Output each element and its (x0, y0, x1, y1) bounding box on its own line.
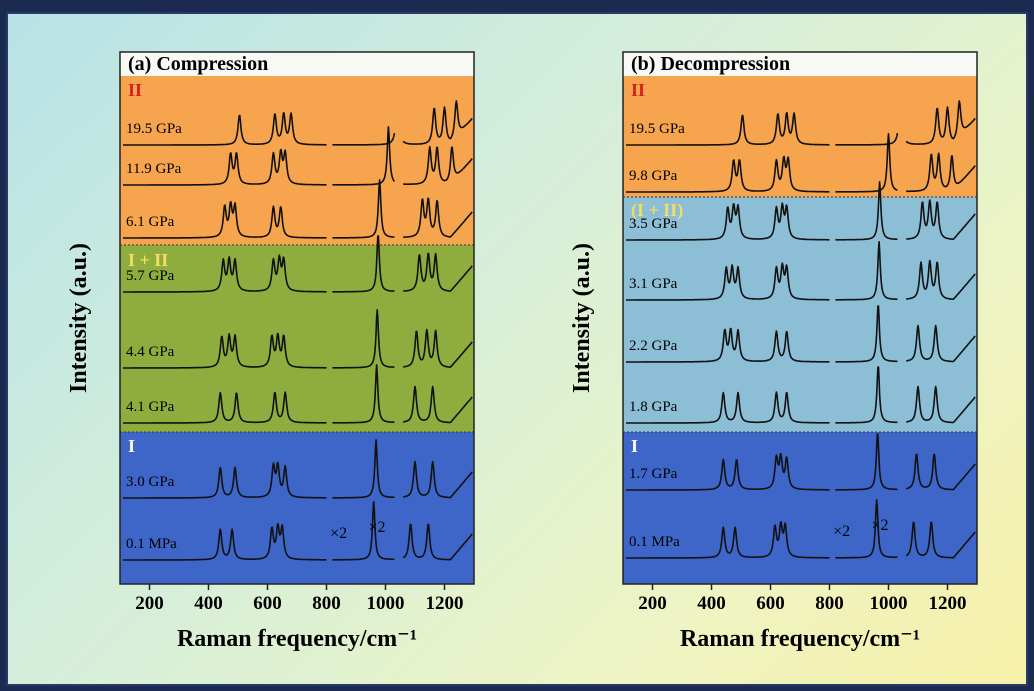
x-tick-label: 600 (756, 593, 785, 614)
panel-title: (b) Decompression (631, 53, 790, 75)
x-axis-label: Raman frequency/cm⁻¹ (177, 626, 417, 652)
panel-title-strip (623, 52, 977, 76)
spectrum-trace (625, 366, 976, 424)
x-tick-label: 800 (312, 593, 341, 614)
phase-label: II (128, 80, 142, 100)
spectrum-trace (122, 439, 473, 499)
phase-band (623, 197, 977, 432)
pressure-label: 2.2 GPa (629, 338, 678, 354)
pressure-label: 19.5 GPa (629, 121, 685, 137)
pressure-label: 4.1 GPa (126, 399, 175, 415)
pressure-label: 19.5 GPa (126, 121, 182, 137)
plot-frame (622, 51, 978, 585)
spectrum-trace (625, 100, 976, 146)
pressure-label: 1.7 GPa (629, 466, 678, 482)
phase-label: I (128, 436, 135, 456)
phase-label: I (631, 436, 638, 456)
y-axis-label: Intensity (a.u.) (66, 243, 92, 393)
phase-band (623, 76, 977, 197)
x-axis-label: Raman frequency/cm⁻¹ (680, 626, 920, 652)
spectrum-trace (122, 235, 473, 293)
spectrum-trace (122, 100, 473, 146)
pressure-label: 1.8 GPa (629, 399, 678, 415)
phase-label: (I + II) (631, 200, 683, 221)
panel-decompression: II (I + II) I (b) Decompression 19.5 GPa 9.8 … (569, 51, 978, 652)
pressure-label: 3.1 GPa (629, 276, 678, 292)
multiplier-label: ×2 (871, 517, 888, 534)
phase-band (120, 432, 474, 584)
multiplier-label: ×2 (368, 519, 385, 536)
spectrum-trace (122, 126, 473, 186)
spectrum-trace (122, 364, 473, 424)
pressure-label: 3.0 GPa (126, 474, 175, 490)
pressure-label: 4.4 GPa (126, 344, 175, 360)
spectrum-trace (122, 309, 473, 369)
spectrum-trace (122, 501, 473, 561)
phase-band (120, 76, 474, 245)
x-tick-label: 1200 (929, 593, 967, 614)
spectrum-trace (625, 499, 976, 559)
pressure-label: 5.7 GPa (126, 268, 175, 284)
x-tick-label: 1000 (870, 593, 908, 614)
panel-title: (a) Compression (128, 53, 268, 75)
x-tick-label: 1000 (367, 593, 405, 614)
spectrum-trace (625, 133, 976, 193)
phase-label: I + II (128, 250, 168, 270)
spectrum-trace (625, 433, 976, 491)
panel-title-strip (120, 52, 474, 76)
spectrum-trace (625, 305, 976, 363)
x-tick-label: 400 (697, 593, 726, 614)
pressure-label: 11.9 GPa (126, 161, 182, 177)
x-tick-label: 200 (135, 593, 164, 614)
phase-band (623, 432, 977, 584)
phase-label: II (631, 80, 645, 100)
x-tick-label: 200 (638, 593, 667, 614)
plot-frame (119, 51, 475, 585)
x-tick-label: 1200 (426, 593, 464, 614)
y-axis-label: Intensity (a.u.) (569, 243, 595, 393)
x-tick-label: 600 (253, 593, 282, 614)
x-tick-label: 400 (194, 593, 223, 614)
spectrum-trace (122, 179, 473, 239)
x-tick-label: 800 (815, 593, 844, 614)
panel-compression: II I + II I (a) Compression 19.5 GPa 11.9 GPa… (66, 51, 475, 652)
multiplier-label: ×2 (833, 523, 850, 540)
pressure-label: 6.1 GPa (126, 214, 175, 230)
pressure-label: 0.1 MPa (126, 536, 177, 552)
multiplier-label: ×2 (330, 525, 347, 542)
pressure-label: 9.8 GPa (629, 168, 678, 184)
pressure-label: 0.1 MPa (629, 534, 680, 550)
pressure-label: 3.5 GPa (629, 216, 678, 232)
spectrum-trace (625, 181, 976, 241)
spectrum-trace (625, 241, 976, 301)
